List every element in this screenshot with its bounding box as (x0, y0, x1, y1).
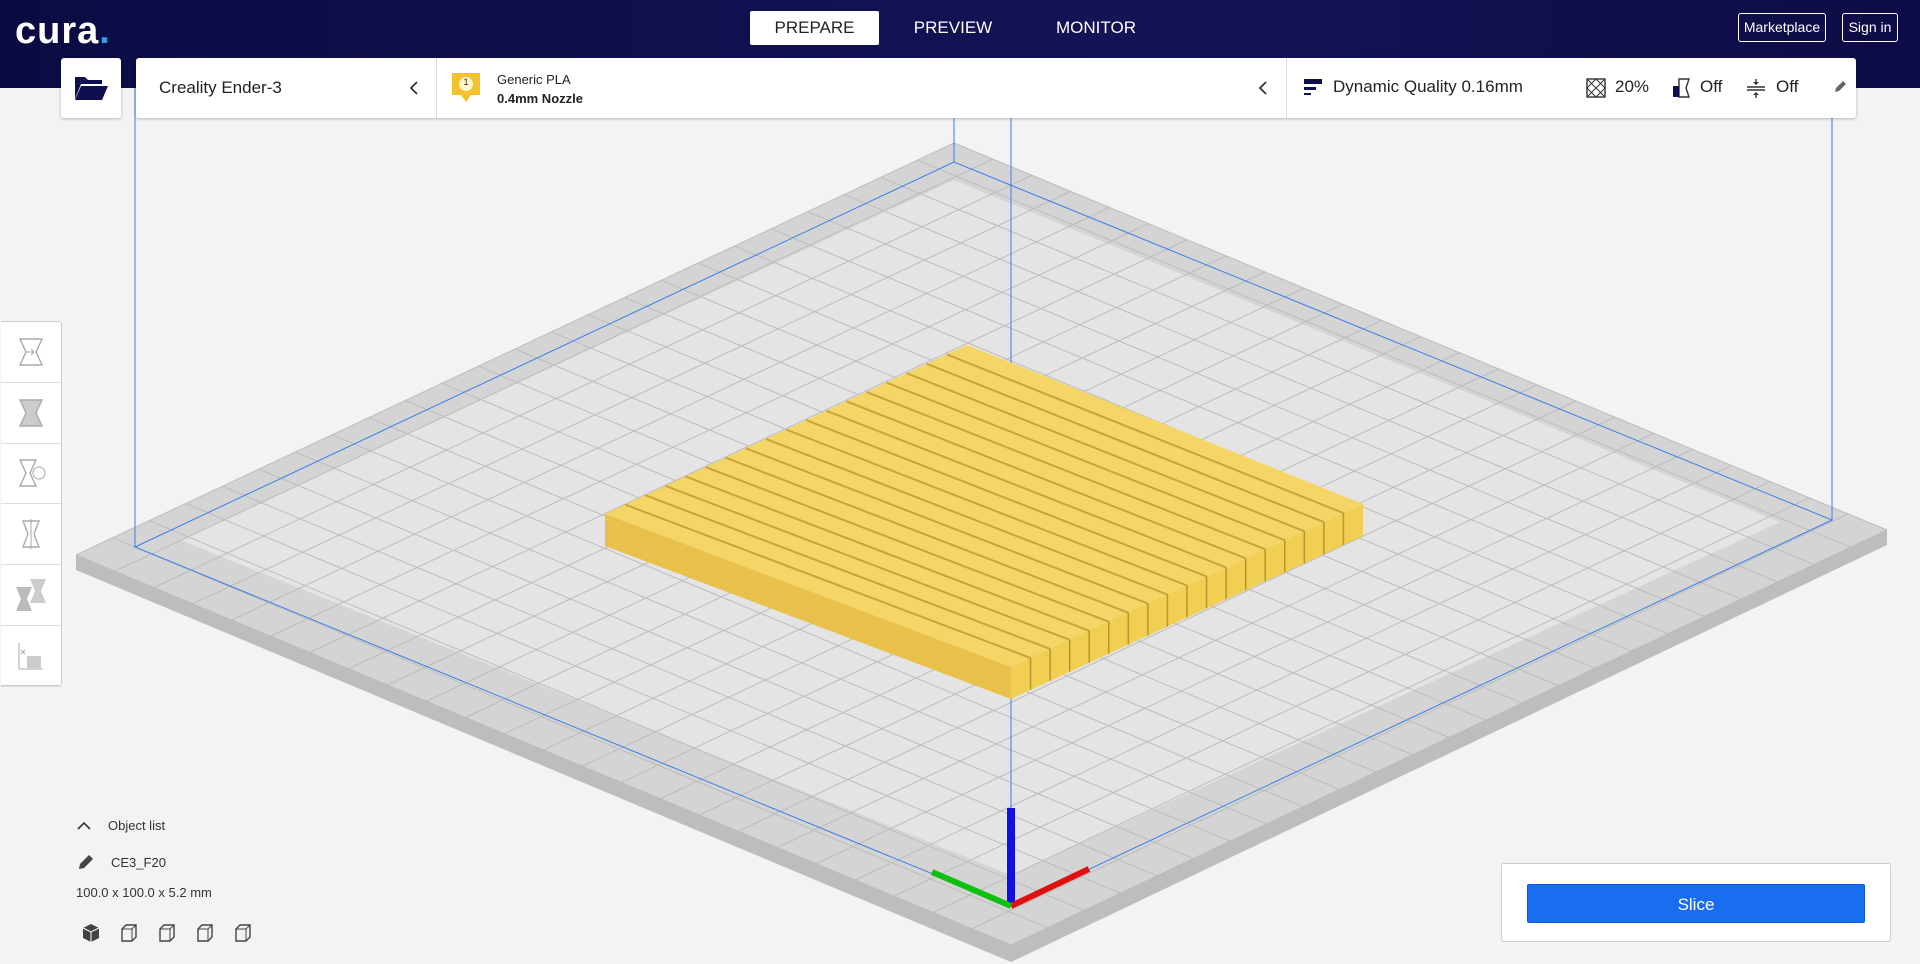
print-settings-selector[interactable]: Dynamic Quality 0.16mm 20% Off Off (1287, 58, 1856, 118)
move-icon (18, 338, 44, 366)
scale-tool-button[interactable] (1, 383, 61, 444)
settings-toolbar: Creality Ender-3 1 Generic PLA 0.4mm Noz… (136, 58, 1856, 118)
material-name: Generic PLA (497, 72, 571, 87)
model-bar-gap (765, 437, 1168, 596)
grid-line (917, 159, 1851, 548)
model-bar-gap (664, 484, 1071, 641)
x-axis (1009, 866, 1091, 909)
build-plate-viewport[interactable] (0, 88, 1920, 964)
divider (1286, 58, 1287, 118)
divider (436, 58, 437, 118)
support-blocker-button[interactable] (1, 626, 61, 687)
y-axis (930, 869, 1013, 909)
material-selector[interactable]: 1 Generic PLA 0.4mm Nozzle (437, 58, 1286, 118)
support-blocker-icon (18, 642, 43, 670)
adhesion-icon (1747, 79, 1765, 98)
support-icon (1673, 78, 1690, 98)
tab-monitor[interactable]: MONITOR (1056, 18, 1136, 37)
left-toolbar (1, 321, 62, 687)
chevron-left-icon (409, 81, 418, 95)
marketplace-button[interactable]: Marketplace (1738, 13, 1826, 42)
sign-in-button[interactable]: Sign in (1842, 13, 1898, 42)
model-bar-gap (866, 391, 1266, 551)
grid-line (893, 481, 1771, 897)
model-bar-gap (906, 372, 1305, 533)
model-bar-gap (705, 466, 1110, 623)
front-view-icon[interactable] (118, 922, 140, 944)
infill-value: 20% (1615, 77, 1650, 96)
slice-panel: Slice (1501, 863, 1891, 942)
model-bar-gap (845, 400, 1247, 560)
grid-line (971, 513, 1849, 930)
model-bar-gap (825, 409, 1227, 569)
model-bar-gap (685, 475, 1090, 632)
infill-icon (1586, 78, 1606, 98)
model-bar-gap (805, 419, 1207, 578)
grid-line (1010, 529, 1888, 946)
object-list-label: Object list (108, 818, 166, 833)
model-bar-gap (624, 503, 1031, 659)
pencil-icon[interactable] (1833, 80, 1847, 94)
quality-profile: Dynamic Quality 0.16mm (1333, 77, 1523, 96)
slice-button[interactable]: Slice (1527, 884, 1865, 923)
scale-icon (18, 398, 44, 427)
model-side-left (605, 514, 1011, 699)
per-model-settings-button[interactable] (1, 565, 61, 626)
chevron-up-icon (77, 821, 91, 830)
mirror-icon (21, 519, 41, 550)
printer-name: Creality Ender-3 (159, 78, 282, 97)
top-view-icon[interactable] (156, 922, 178, 944)
object-dimensions: 100.0 x 100.0 x 5.2 mm (76, 885, 212, 900)
support-value: Off (1700, 77, 1723, 96)
model-bar-gap (644, 494, 1051, 650)
tab-prepare[interactable]: PREPARE (750, 11, 879, 45)
tab-preview[interactable]: PREVIEW (913, 18, 993, 37)
cura-logo: cura. (15, 10, 111, 53)
3d-view-icon[interactable] (80, 922, 102, 944)
grid-line (854, 465, 1732, 881)
logo-text: cura (15, 10, 100, 52)
logo-dot: . (99, 10, 111, 52)
pencil-icon[interactable] (77, 853, 95, 871)
object-name: CE3_F20 (111, 855, 166, 870)
left-view-icon[interactable] (194, 922, 216, 944)
grid-line (844, 194, 1778, 583)
rotate-icon (18, 459, 46, 488)
move-tool-button[interactable] (1, 322, 61, 383)
model-bar-gap (785, 428, 1188, 587)
model-bar-gap (926, 362, 1325, 524)
rotate-tool-button[interactable] (1, 444, 61, 505)
printer-selector[interactable]: Creality Ender-3 (136, 58, 436, 118)
grid-line (932, 497, 1810, 913)
chevron-left-icon (1258, 81, 1267, 95)
grid-line (880, 176, 1815, 566)
right-view-icon[interactable] (232, 922, 254, 944)
model-bar-gap (886, 381, 1286, 542)
open-file-button[interactable] (61, 58, 121, 118)
model-bar-gap (725, 456, 1129, 614)
grid-line (953, 142, 1888, 531)
nozzle-size: 0.4mm Nozzle (497, 91, 583, 106)
extruder-number: 1 (463, 77, 469, 87)
adhesion-value: Off (1776, 77, 1799, 96)
per-model-settings-icon (16, 579, 46, 612)
extruder-icon (452, 73, 480, 102)
model-bar-gap (946, 353, 1344, 514)
quality-profile-icon (1304, 79, 1322, 95)
folder-open-icon (75, 77, 108, 100)
model-bar-gap (745, 447, 1149, 605)
mirror-tool-button[interactable] (1, 504, 61, 566)
